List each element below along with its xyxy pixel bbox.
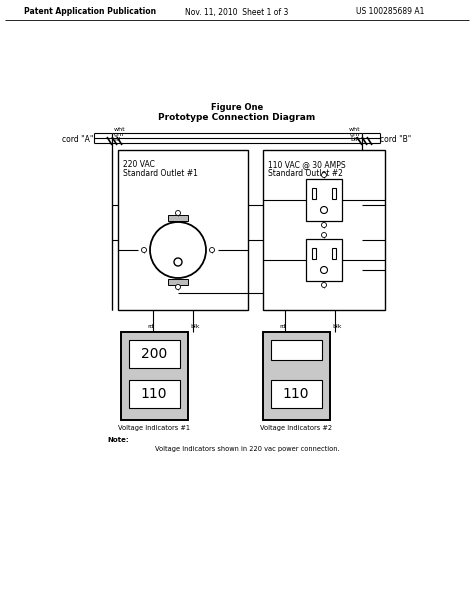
Bar bbox=[129, 380, 180, 408]
Circle shape bbox=[321, 172, 327, 178]
Bar bbox=[332, 188, 336, 199]
Text: 110 VAC @ 30 AMPS: 110 VAC @ 30 AMPS bbox=[268, 160, 346, 169]
Circle shape bbox=[321, 233, 327, 238]
Bar bbox=[306, 179, 342, 221]
Text: rd: rd bbox=[148, 323, 154, 329]
Bar bbox=[271, 380, 322, 408]
Text: grn: grn bbox=[349, 132, 360, 137]
Bar bbox=[263, 150, 385, 310]
Text: 200: 200 bbox=[141, 347, 167, 361]
Circle shape bbox=[320, 207, 328, 213]
Bar bbox=[263, 332, 330, 420]
Text: Prototype Connection Diagram: Prototype Connection Diagram bbox=[158, 112, 316, 122]
Text: cord "A": cord "A" bbox=[62, 136, 94, 144]
Bar bbox=[332, 248, 336, 259]
Bar bbox=[271, 340, 322, 360]
Bar bbox=[164, 243, 168, 256]
Text: Note:: Note: bbox=[107, 437, 128, 443]
Bar bbox=[129, 340, 180, 368]
Text: wht: wht bbox=[114, 127, 126, 132]
Text: 110: 110 bbox=[141, 387, 167, 401]
Bar bbox=[168, 279, 188, 285]
Text: Voltage Indicators #2: Voltage Indicators #2 bbox=[260, 425, 332, 431]
Bar bbox=[312, 248, 316, 259]
Text: rd: rd bbox=[114, 137, 120, 142]
Text: Standard Outlet #2: Standard Outlet #2 bbox=[268, 169, 343, 178]
Circle shape bbox=[174, 258, 182, 266]
Text: Figure One: Figure One bbox=[211, 103, 263, 112]
Circle shape bbox=[320, 266, 328, 274]
Circle shape bbox=[175, 285, 181, 290]
Bar bbox=[121, 332, 188, 420]
Text: Patent Application Publication: Patent Application Publication bbox=[24, 7, 156, 16]
Text: Nov. 11, 2010  Sheet 1 of 3: Nov. 11, 2010 Sheet 1 of 3 bbox=[185, 7, 289, 16]
Bar bbox=[312, 188, 316, 199]
Text: blk: blk bbox=[332, 323, 342, 329]
Text: grn: grn bbox=[114, 132, 125, 137]
Text: 110: 110 bbox=[283, 387, 309, 401]
Circle shape bbox=[321, 222, 327, 227]
Text: rd: rd bbox=[280, 323, 286, 329]
Circle shape bbox=[210, 247, 215, 252]
Text: wht: wht bbox=[348, 127, 360, 132]
Circle shape bbox=[142, 247, 146, 252]
Text: cord "B": cord "B" bbox=[380, 136, 411, 144]
Circle shape bbox=[150, 222, 206, 278]
Text: Voltage Indicators #1: Voltage Indicators #1 bbox=[118, 425, 190, 431]
Circle shape bbox=[321, 282, 327, 288]
Bar bbox=[184, 247, 196, 252]
Text: blk: blk bbox=[350, 137, 360, 142]
Text: US 100285689 A1: US 100285689 A1 bbox=[356, 7, 424, 16]
Text: Voltage Indicators shown in 220 vac power connection.: Voltage Indicators shown in 220 vac powe… bbox=[155, 446, 340, 452]
Text: 220 VAC: 220 VAC bbox=[123, 160, 155, 169]
Circle shape bbox=[175, 211, 181, 216]
Text: blk: blk bbox=[190, 323, 200, 329]
Bar bbox=[168, 215, 188, 221]
Bar bbox=[306, 239, 342, 281]
Text: Standard Outlet #1: Standard Outlet #1 bbox=[123, 169, 198, 178]
Bar bbox=[118, 150, 248, 310]
